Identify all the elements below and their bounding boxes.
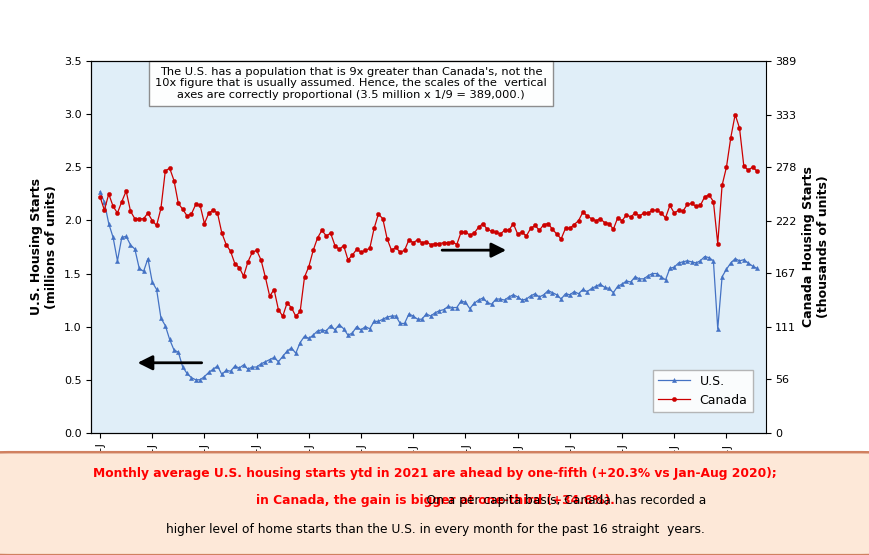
Line: Canada: Canada [97,112,759,319]
Canada [751,168,761,174]
Legend: U.S., Canada: U.S., Canada [653,370,752,412]
U.S. [190,376,201,383]
U.S. [116,234,127,241]
Canada [260,274,270,280]
X-axis label: Year and month: Year and month [366,470,490,484]
Canada [116,198,127,205]
U.S. [199,374,209,380]
Text: The U.S. has a population that is 9x greater than Canada's, not the
10x figure t: The U.S. has a population that is 9x gre… [155,67,547,100]
Canada [277,313,288,320]
Canada [195,202,205,209]
FancyBboxPatch shape [0,452,869,555]
U.S. [325,322,335,329]
Text: Monthly average U.S. housing starts ytd in 2021 are ahead by one-fifth (+20.3% v: Monthly average U.S. housing starts ytd … [93,467,776,480]
Canada [325,230,335,236]
Text: higher level of home starts than the U.S. in every month for the past 16 straigh: higher level of home starts than the U.S… [165,523,704,536]
Canada [525,225,535,231]
Canada [729,111,740,118]
Text: in Canada, the gain is bigger at one-third (+34.6%).: in Canada, the gain is bigger at one-thi… [255,494,614,507]
Canada [95,194,105,200]
U.S. [751,265,761,271]
Canada [538,221,548,228]
Line: U.S.: U.S. [97,189,759,382]
Text: On a per capita basis, Canada has recorded a: On a per capita basis, Canada has record… [163,494,706,507]
U.S. [264,356,275,363]
Y-axis label: U.S. Housing Starts
(millions of units): U.S. Housing Starts (millions of units) [30,179,58,315]
U.S. [538,291,548,298]
U.S. [525,292,535,299]
Y-axis label: Canada Housing Starts
(thousands of units): Canada Housing Starts (thousands of unit… [801,166,829,327]
U.S. [95,188,105,195]
